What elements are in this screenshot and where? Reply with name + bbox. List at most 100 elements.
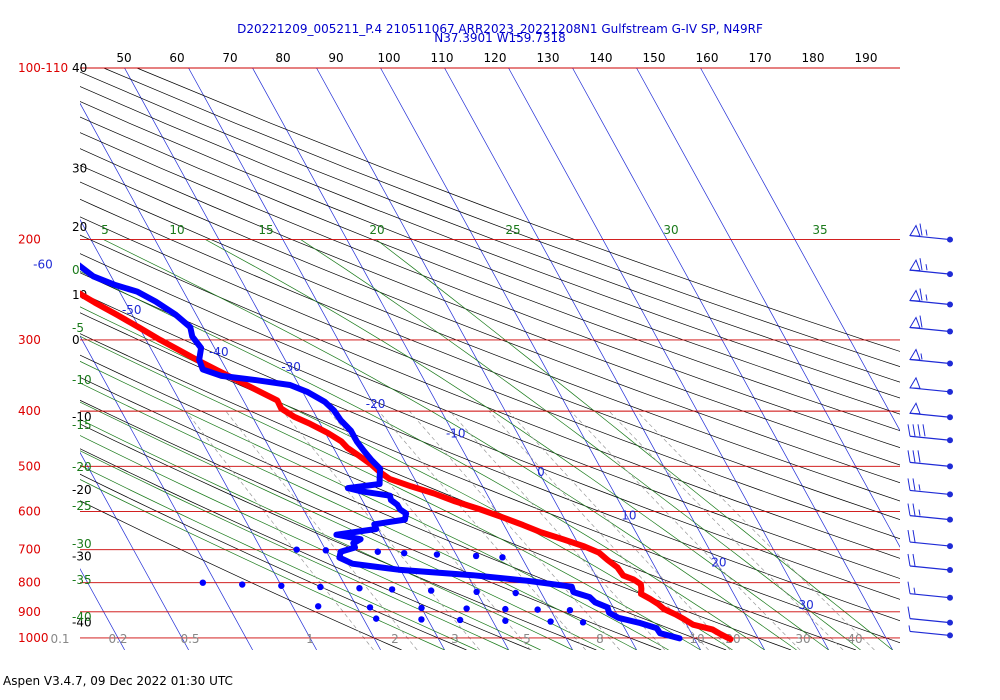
dry-adiabat-line — [80, 198, 900, 520]
pressure-tick-label: 500 — [18, 459, 41, 473]
dewpoint-dot — [356, 584, 363, 592]
dry-adiabat-line — [80, 376, 727, 650]
moist-adiabat-line — [103, 239, 797, 650]
pressure-tick-label: 600 — [18, 504, 41, 518]
wind-barb-staff — [909, 489, 951, 496]
dewpoint-dot — [472, 552, 480, 560]
mixing-ratio-label: 40 — [847, 632, 862, 646]
top-axis-tick-label: 170 — [749, 51, 772, 65]
mixing-ratio-label: 0.1 — [50, 632, 69, 646]
theta-e-label: 10 — [169, 223, 184, 237]
wind-barb-half — [918, 484, 921, 491]
mixing-ratio-label: 5 — [523, 632, 531, 646]
mixing-ratio-label: 3 — [451, 632, 459, 646]
dewpoint-dot — [566, 606, 574, 614]
top-axis-tick-label: 140 — [590, 51, 613, 65]
dry-adiabat-line — [80, 86, 900, 399]
isotherm-label: -60 — [33, 258, 53, 272]
mixing-ratio-line — [282, 410, 480, 650]
isotherm-line — [0, 68, 61, 650]
mixing-ratio-line — [488, 410, 709, 650]
pressure-tick-label: 200 — [18, 233, 41, 247]
top-axis-tick-label: 130 — [537, 51, 560, 65]
moist-adiabat-line — [80, 270, 765, 650]
mixing-ratio-label: 1 — [306, 632, 314, 646]
dry-adiabat-line — [80, 333, 857, 650]
wind-barb-flag — [909, 316, 921, 329]
moist-label: 0 — [72, 263, 80, 277]
isotherm-label: -20 — [366, 397, 386, 411]
dry-adiabat-line — [80, 423, 597, 650]
dewpoint-dot — [322, 547, 330, 554]
temperature-trace — [80, 290, 734, 643]
isotherm-line — [636, 67, 900, 548]
wind-barb-full — [917, 424, 921, 437]
moist-adiabat-line — [80, 306, 733, 650]
moist-adiabat-line — [80, 479, 445, 650]
isotherm-line — [80, 451, 189, 650]
theta-e-label: 35 — [812, 223, 827, 237]
left-temp-label: -10 — [72, 410, 92, 424]
chart-subtitle: N37.3901 W159.7318 — [434, 31, 566, 45]
dry-adiabat-line — [80, 272, 900, 600]
wind-barb-full — [907, 606, 911, 619]
moist-adiabat-line — [80, 464, 477, 650]
wind-barb-full — [919, 288, 923, 301]
wind-barb-flag — [909, 376, 921, 389]
dewpoint-dot — [499, 554, 506, 561]
chart-title: D20221209_005211_P.4 210511067 ARR2023_2… — [237, 22, 763, 36]
wind-barb-full — [912, 450, 916, 463]
isotherm-label: 20 — [711, 556, 726, 570]
theta-e-label: 25 — [505, 223, 520, 237]
isotherm-label: 30 — [798, 598, 813, 612]
mixing-ratio-line — [508, 410, 731, 650]
theta-e-label: 20 — [369, 223, 384, 237]
mixing-ratio-line — [570, 410, 801, 650]
moist-label: -30 — [72, 537, 92, 551]
dry-adiabat-line — [80, 312, 900, 644]
wind-barb-half — [918, 509, 921, 516]
left-temp-label: -30 — [72, 550, 92, 564]
moist-adiabat-line — [300, 239, 861, 650]
moist-label: -15 — [72, 418, 92, 432]
wind-barb-half — [908, 625, 911, 632]
isotherm-line — [80, 335, 253, 650]
dry-adiabat-line — [80, 234, 900, 559]
isotherm-line — [80, 219, 317, 650]
mixing-ratio-label: 8 — [596, 632, 604, 646]
dewpoint-dot — [199, 579, 207, 586]
isotherm-line — [188, 67, 509, 650]
wind-barb-half — [925, 294, 928, 301]
pressure-tick-label: 400 — [18, 404, 41, 418]
top-axis-tick-label: 110 — [431, 51, 454, 65]
dry-adiabat-line — [136, 67, 900, 352]
wind-barb-half — [913, 587, 916, 594]
moist-label: -35 — [72, 573, 92, 587]
wind-barb-full — [907, 424, 911, 437]
pressure-tick-label: 800 — [18, 576, 41, 590]
dewpoint-dot — [547, 618, 554, 625]
dewpoint-dot — [278, 582, 285, 589]
dewpoint-dot — [534, 606, 541, 613]
wind-barb-full — [907, 553, 911, 567]
dry-adiabat-line — [80, 253, 900, 579]
mixing-ratio-line — [608, 410, 844, 650]
moist-label: -5 — [72, 321, 84, 335]
wind-barb-flag — [909, 259, 921, 272]
wind-barb-full — [912, 529, 916, 543]
moist-adiabat-line — [376, 239, 893, 650]
wind-barb-flag — [909, 348, 921, 361]
isotherm-line — [316, 67, 637, 650]
moist-adiabat-line — [80, 335, 701, 650]
wind-barb-full — [912, 424, 916, 437]
dewpoint-dot — [314, 603, 322, 610]
dewpoint-dot — [427, 587, 435, 594]
top-axis-tick-label: 120 — [484, 51, 507, 65]
dewpoint-dot — [502, 605, 509, 613]
mixing-ratio-line — [378, 410, 586, 650]
left-temp-label: 0 — [72, 333, 80, 347]
dewpoint-dot — [239, 581, 246, 588]
moist-adiabat-line — [80, 450, 509, 650]
chart-footer: Aspen V3.4.7, 09 Dec 2022 01:30 UTC — [3, 674, 233, 688]
dewpoint-dot — [579, 619, 587, 626]
